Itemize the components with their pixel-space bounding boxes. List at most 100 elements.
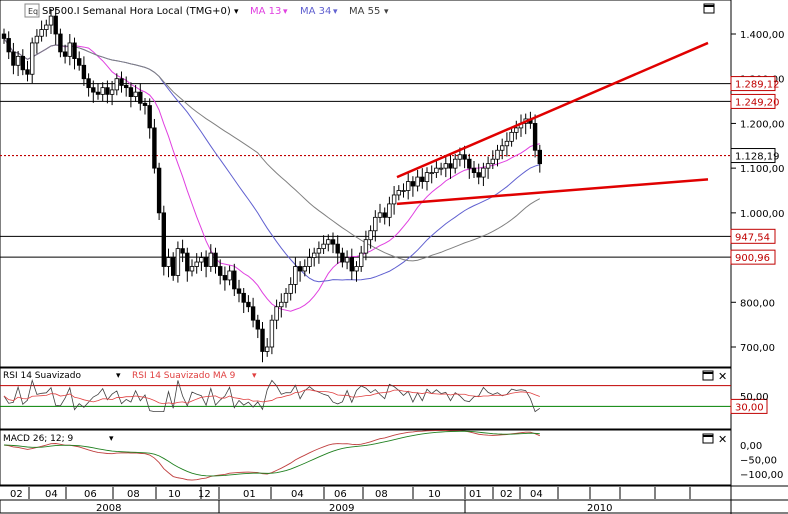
candle-66	[311, 247, 317, 267]
candle-body	[354, 266, 359, 272]
candle-80	[377, 203, 383, 223]
candle-108	[509, 127, 514, 147]
rsi-maximize-icon[interactable]	[702, 370, 714, 381]
x-label-1: 04	[45, 489, 58, 500]
candle-body	[302, 266, 307, 272]
candle-body	[457, 154, 463, 160]
candle-3	[15, 50, 21, 77]
ma13-dropdown-icon[interactable]: ▾	[283, 7, 288, 17]
year-label-0: 2008	[96, 503, 121, 514]
candle-85	[401, 183, 406, 198]
ma55-label[interactable]: MA 55	[349, 6, 380, 17]
candle-body	[25, 69, 30, 75]
candle-body	[20, 55, 25, 71]
candle-22	[105, 80, 110, 104]
ma13-label[interactable]: MA 13	[250, 6, 281, 17]
candle-37	[175, 241, 181, 283]
candle-body	[410, 181, 416, 187]
ma55-dropdown-icon[interactable]: ▾	[384, 7, 389, 17]
candle-body	[481, 167, 486, 178]
rsi-level-box	[730, 398, 768, 414]
candle-body	[222, 275, 228, 281]
candle-40	[189, 259, 195, 277]
candle-98	[462, 145, 467, 169]
rsi-close-icon[interactable]: ✕	[718, 370, 727, 383]
candle-16	[77, 51, 82, 71]
candle-body	[358, 252, 364, 267]
candle-body	[377, 212, 383, 218]
candle-100	[471, 160, 477, 178]
candle-body	[438, 167, 444, 170]
candle-0	[1, 28, 7, 44]
candle-body	[161, 212, 166, 267]
candle-body	[373, 216, 378, 232]
x-label-0: 02	[10, 489, 23, 500]
rsi-ma-dropdown-icon[interactable]: ▾	[252, 371, 257, 381]
candle-body	[495, 149, 500, 160]
candle-23	[109, 80, 115, 106]
candle-79	[373, 210, 378, 242]
candle-body	[236, 288, 242, 294]
maximize-icon[interactable]	[703, 3, 715, 14]
candle-body	[405, 181, 411, 191]
x-label-13: 04	[530, 489, 543, 500]
candle-89	[420, 168, 425, 189]
candle-94	[443, 156, 448, 178]
macd-label[interactable]: MACD 26; 12; 9	[3, 434, 74, 444]
symbol-icon[interactable]	[24, 3, 40, 18]
candle-92	[434, 159, 439, 178]
candle-91	[429, 165, 434, 184]
rsi-ma-label[interactable]: RSI 14 Suavizado MA 9	[132, 371, 236, 381]
macd-maximize-icon[interactable]	[702, 433, 714, 444]
candle-body	[109, 89, 115, 95]
x-label-3: 08	[127, 489, 140, 500]
x-label-7: 04	[291, 489, 304, 500]
y-tick-label-2: 1.200,00	[740, 119, 785, 130]
candle-52	[246, 295, 251, 313]
candle-body	[269, 319, 275, 348]
level-box-0	[730, 76, 776, 92]
candle-72	[340, 247, 345, 268]
candle-body	[217, 266, 223, 276]
candle-body	[326, 239, 331, 245]
candle-28	[133, 84, 138, 102]
candle-body	[537, 149, 542, 165]
rsi-dropdown-icon[interactable]: ▾	[116, 371, 121, 381]
candle-body	[6, 38, 11, 53]
candle-30	[142, 97, 148, 115]
candle-body	[203, 257, 209, 267]
candle-body	[349, 257, 354, 272]
candle-body	[532, 123, 538, 151]
candle-114	[537, 144, 542, 173]
y-tick-label-4: 1.000,00	[740, 209, 785, 220]
candle-14	[67, 34, 72, 66]
candle-41	[194, 253, 199, 274]
candle-26	[124, 76, 129, 97]
macd-close-icon[interactable]: ✕	[718, 433, 727, 446]
candle-body	[260, 328, 265, 352]
rsi-label[interactable]: RSI 14 Suavizado	[3, 371, 82, 381]
candle-body	[62, 51, 68, 57]
candle-107	[504, 132, 510, 157]
ma34-dropdown-icon[interactable]: ▾	[333, 7, 338, 17]
candle-77	[363, 230, 369, 261]
macd-dropdown-icon[interactable]: ▾	[109, 434, 114, 444]
candle-body	[124, 85, 129, 89]
level-labels: 1.289,12 1.249,20 1.128,19 947,54 900,96	[730, 76, 780, 265]
symbol-title[interactable]: SP500.I Semanal Hora Local (TMG+0)	[42, 6, 231, 17]
year-label-1: 2009	[329, 503, 354, 514]
ma34-label[interactable]: MA 34	[300, 6, 331, 17]
candle-body	[128, 87, 134, 97]
candle-87	[410, 176, 416, 197]
candle-48	[227, 265, 232, 286]
candle-51	[241, 287, 246, 314]
candle-body	[264, 346, 270, 352]
rsi-level-label: 30,00	[735, 402, 764, 413]
candle-body	[34, 35, 40, 44]
dropdown-icon[interactable]: ▾	[234, 7, 239, 17]
candle-body	[420, 176, 425, 182]
candle-body	[443, 163, 448, 169]
ma55-line	[3, 38, 541, 262]
candle-56	[264, 338, 270, 357]
candle-50	[236, 279, 242, 303]
